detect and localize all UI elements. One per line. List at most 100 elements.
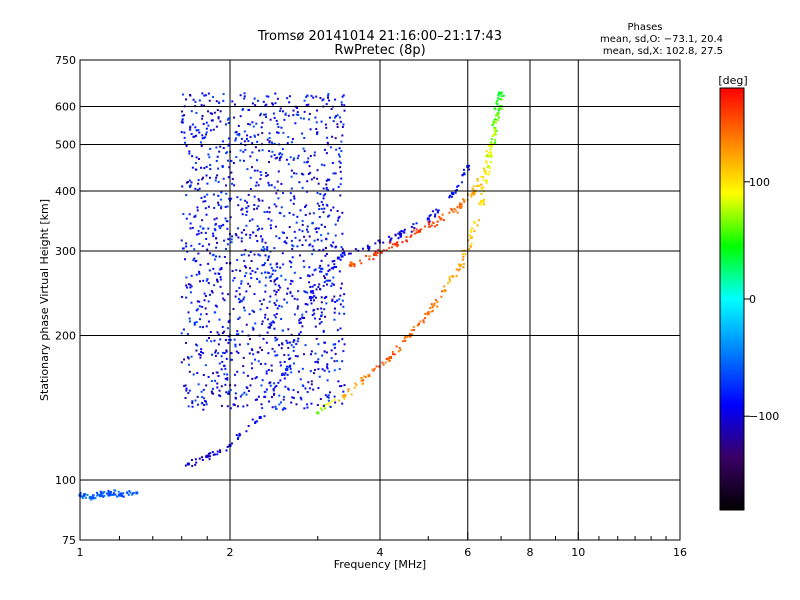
data-point [294,122,297,125]
data-point [204,94,207,97]
data-point [487,145,490,148]
data-point [262,298,265,301]
data-point [397,237,400,240]
data-point [206,456,209,459]
data-point [256,267,259,270]
data-point [263,211,266,214]
data-point [102,495,105,498]
data-point [278,344,281,347]
data-point [332,241,335,244]
data-point [348,252,351,255]
data-point [242,365,245,368]
data-point [343,109,346,112]
data-point [281,148,284,151]
x-tick-label: 10 [571,546,585,559]
data-point [241,109,244,112]
data-point [324,407,327,410]
data-point [227,390,230,393]
data-point [308,275,311,278]
data-point [332,188,335,191]
data-point [193,322,196,325]
data-point [215,100,218,103]
data-point [315,121,318,124]
data-point [262,100,265,103]
data-point [209,129,212,132]
data-point [331,135,334,138]
data-point [211,254,214,257]
data-point [429,225,432,228]
data-point [212,372,215,375]
data-point [392,353,395,356]
data-point [482,167,485,170]
data-point [246,134,249,137]
data-point [255,234,258,237]
data-point [199,325,202,328]
data-point [222,177,225,180]
data-point [326,178,329,181]
data-point [335,115,338,118]
data-point [402,230,405,233]
data-point [336,114,339,117]
data-point [389,238,392,241]
data-point [294,236,297,239]
data-point [469,236,473,240]
data-point [260,272,263,275]
data-point [248,108,251,111]
data-point [201,178,204,181]
data-point [306,180,309,183]
data-point [284,112,287,115]
data-point [270,364,273,367]
data-point [306,303,309,306]
data-point [342,305,345,308]
data-point [205,174,208,177]
data-point [285,339,288,342]
data-point [288,260,291,263]
data-point [325,179,328,182]
data-point [260,384,263,387]
data-point [304,239,307,242]
data-point [318,283,321,286]
data-point [314,317,317,320]
data-point [493,107,496,110]
data-point [233,338,236,341]
data-point [301,219,304,222]
data-point [205,133,208,136]
data-point [187,357,190,360]
data-point [464,253,467,256]
data-point [260,174,263,177]
data-point [272,269,275,272]
data-point [330,349,333,352]
data-point [269,279,272,282]
data-point [458,202,461,205]
data-point [214,255,217,258]
data-point [220,205,223,208]
data-point [256,229,259,232]
data-point [349,263,353,267]
data-point [232,403,235,406]
data-point [296,157,299,160]
data-point [194,458,197,461]
data-point [490,141,493,144]
data-point [451,192,455,196]
data-point [204,136,207,139]
data-point [256,169,259,172]
data-point [210,340,213,343]
data-point [353,265,356,268]
data-point [298,333,301,336]
data-point [275,192,278,195]
data-point [338,155,341,158]
data-point [399,232,403,236]
data-point [334,301,337,304]
data-point [303,161,306,164]
data-point [349,252,352,255]
data-point [286,142,289,145]
data-point [406,240,409,243]
data-point [200,350,203,353]
data-point [209,164,212,167]
data-point [309,290,312,293]
data-point [265,171,268,174]
data-point [473,230,476,233]
data-point [253,208,256,211]
data-point [401,241,404,244]
data-point [319,270,322,273]
